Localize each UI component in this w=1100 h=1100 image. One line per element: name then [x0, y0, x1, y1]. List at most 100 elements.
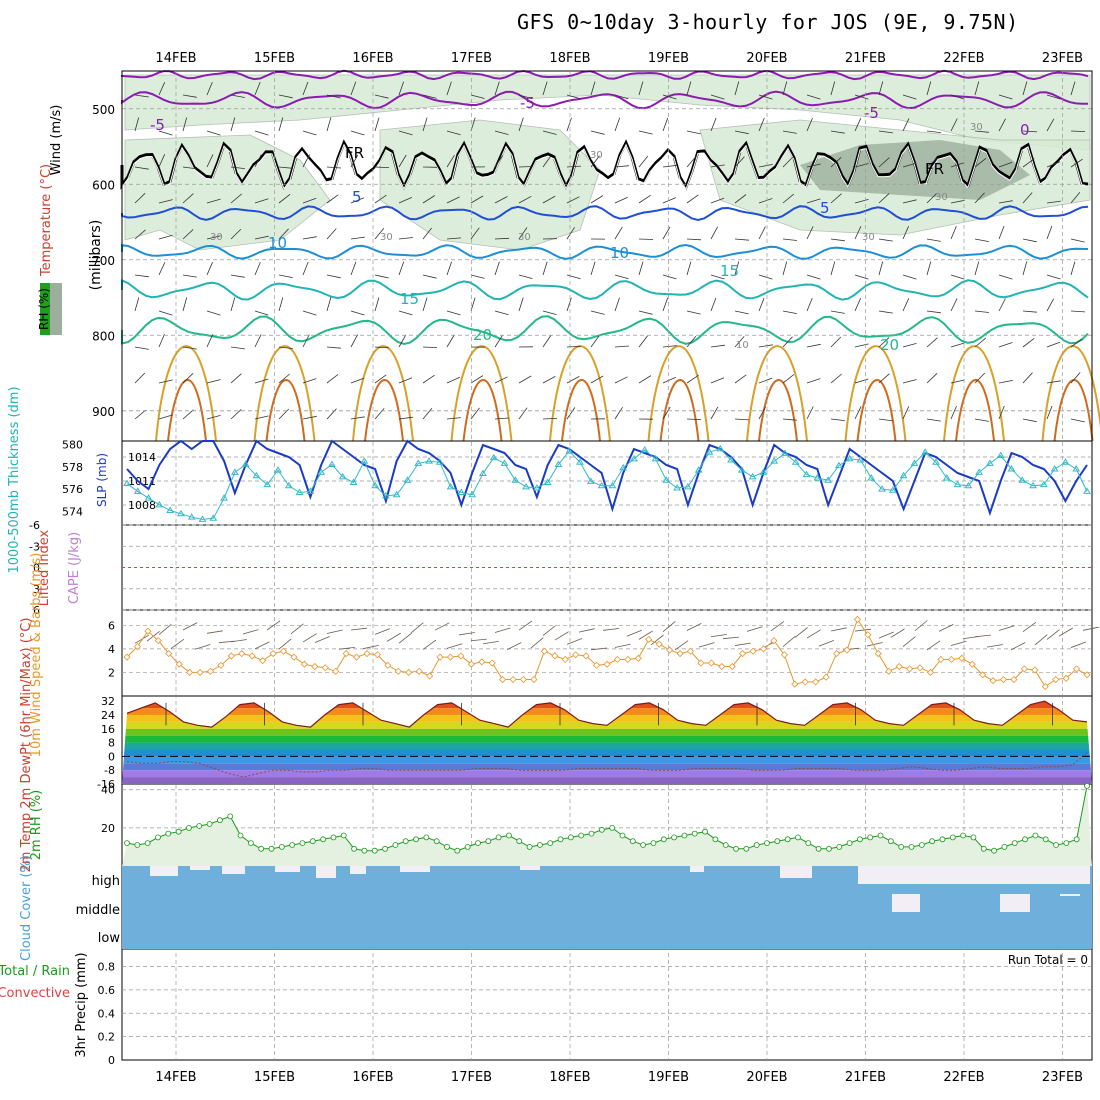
- wind-barb: [638, 81, 644, 96]
- wind-speed-point: [499, 675, 507, 684]
- wind-barb-10m: [1010, 642, 1026, 651]
- wind-barb: [422, 195, 436, 204]
- wind-barb: [998, 200, 1013, 204]
- thickness-point: [770, 457, 779, 464]
- wind-barb: [182, 373, 194, 384]
- rh-point: [949, 834, 956, 841]
- wind-speed-point: [175, 660, 183, 668]
- wind-barb: [782, 310, 797, 314]
- thickness-point: [263, 480, 272, 488]
- thickness-point: [899, 471, 908, 479]
- wind-barb: [998, 405, 1005, 420]
- wind-barb: [590, 310, 605, 315]
- wind-barb-10m: [590, 647, 607, 651]
- temp-line: [126, 700, 1088, 728]
- date-label-bottom: 22FEB: [943, 1070, 984, 1085]
- cloud-panel: high middle low: [76, 866, 1092, 949]
- wind-barb: [590, 130, 605, 135]
- precip-axis-label: 3hr Precip (mm): [74, 952, 89, 1057]
- wind-speed-point: [123, 653, 131, 661]
- rh-point: [320, 836, 327, 843]
- wind-speed-point: [446, 653, 455, 661]
- wind-barb: [662, 197, 677, 204]
- pressure-tick-label: 900: [92, 405, 115, 419]
- wind-barb: [158, 130, 173, 136]
- wind-barb: [446, 154, 455, 168]
- wind-speed-point: [467, 660, 475, 668]
- wind-barb: [494, 237, 510, 240]
- wind-barb: [254, 310, 269, 316]
- wind-barb: [926, 192, 938, 204]
- wind-speed-point: [217, 661, 225, 669]
- thickness-point: [608, 481, 617, 489]
- wind-speed-point: [832, 650, 841, 658]
- wind-barb: [206, 198, 221, 204]
- wind-barb: [950, 162, 965, 168]
- wind-barb: [854, 378, 869, 384]
- wind-barb: [518, 407, 528, 420]
- wind-barb: [974, 157, 987, 168]
- wind-barb: [878, 310, 893, 314]
- wind-barb: [974, 261, 980, 276]
- wind-barb-10m: [1082, 626, 1099, 631]
- wind-speed-point: [801, 678, 809, 686]
- wind-barb: [230, 409, 242, 420]
- wind-barb: [422, 117, 428, 132]
- wind-speed-point: [572, 651, 580, 659]
- date-label-bottom: 17FEB: [451, 1070, 492, 1085]
- thickness-point: [586, 477, 595, 484]
- rh-point: [413, 836, 419, 843]
- cloud-layer-label: low: [98, 931, 121, 946]
- cloud-gap: [316, 866, 336, 878]
- wind-speed-point: [1010, 675, 1018, 684]
- rh-tick-label: 20: [101, 822, 115, 835]
- wind-barb: [614, 226, 623, 240]
- wind-barb: [158, 199, 173, 204]
- rh-point: [299, 840, 306, 846]
- rh-point: [444, 844, 450, 850]
- contour-label: 5: [352, 188, 362, 206]
- wind-barb: [998, 380, 1013, 384]
- wind-barb: [158, 262, 166, 276]
- rh-point: [691, 830, 698, 837]
- date-label-bottom: 15FEB: [254, 1070, 295, 1085]
- wind-barb-10m: [338, 647, 355, 650]
- contour-label: 30: [210, 232, 223, 243]
- rh-point: [784, 836, 791, 843]
- wind-barb: [518, 94, 533, 100]
- wind-barb: [830, 193, 842, 204]
- thickness-point: [996, 451, 1005, 459]
- wind-barb: [278, 94, 293, 99]
- wind-barb: [710, 377, 725, 384]
- wind-barb: [326, 408, 337, 420]
- wind-barb: [734, 156, 745, 168]
- thickness-tick-label: 578: [62, 461, 83, 474]
- wind-barb: [998, 274, 1013, 280]
- thickness-point: [845, 454, 854, 462]
- wind-speed-point: [196, 668, 204, 677]
- thickness-point: [630, 454, 638, 462]
- wind-barb: [806, 117, 813, 132]
- temp-band: [122, 763, 1092, 771]
- wind-barb: [350, 416, 365, 420]
- wind-barb-10m: [410, 622, 424, 634]
- wind-barb: [518, 274, 533, 279]
- contour-25-loop: [1041, 345, 1100, 442]
- pressure-tick-label: 600: [92, 178, 115, 192]
- wind-barb-10m: [482, 641, 499, 645]
- wind-barb-10m: [254, 641, 270, 650]
- wind-barb: [926, 418, 941, 422]
- wind-barb: [950, 118, 958, 132]
- contour-25-loop: [352, 345, 414, 442]
- wind-barb: [830, 418, 845, 421]
- thickness-point: [349, 478, 358, 485]
- wind-barb: [1070, 130, 1086, 132]
- wind-barb: [518, 166, 534, 168]
- rh-point: [557, 836, 564, 843]
- date-label-bottom: 14FEB: [155, 1070, 196, 1085]
- thickness-point: [295, 488, 304, 496]
- wind-speed-point: [812, 678, 820, 686]
- rh-point: [846, 840, 853, 846]
- thickness-point: [835, 461, 843, 469]
- wind-speed-point: [279, 647, 288, 655]
